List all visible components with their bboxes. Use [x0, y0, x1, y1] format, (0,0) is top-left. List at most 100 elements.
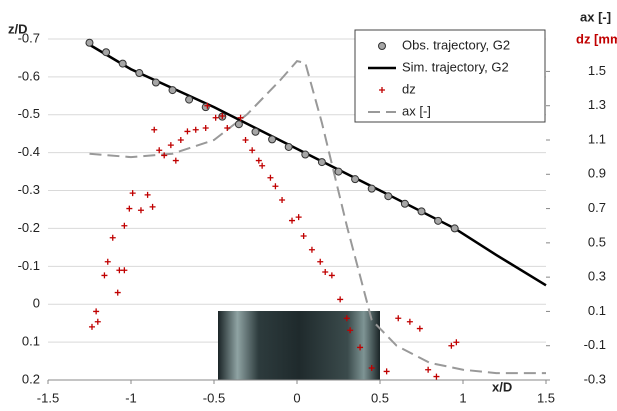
obs-point	[168, 86, 177, 95]
dz-point	[137, 207, 144, 214]
y-tick-label: -0.3	[18, 182, 40, 197]
obs-point	[201, 103, 210, 112]
legend-label: dz	[402, 81, 416, 96]
series-line	[89, 60, 546, 375]
dz-point	[149, 203, 156, 210]
legend: Obs. trajectory, G2 Sim. trajectory, G2 dz…	[354, 29, 546, 123]
y2-axis-title: dz [mm]	[576, 31, 617, 46]
legend-label: ax [-]	[402, 103, 431, 118]
y-tick-label: -0.2	[18, 220, 40, 235]
dz-point	[308, 246, 315, 253]
dz-point	[192, 126, 199, 133]
y2-tick-label: 1.1	[588, 131, 606, 146]
dz-point	[448, 342, 455, 349]
dz-point	[161, 152, 168, 159]
dz-point	[94, 318, 101, 325]
y-tick-label: -0.6	[18, 68, 40, 83]
dz-point	[101, 272, 108, 279]
dz-point	[224, 125, 231, 131]
y-tick-label: 0.1	[22, 334, 40, 349]
legend-box	[354, 29, 546, 123]
x-tick-label: 0	[293, 390, 300, 405]
dz-point	[104, 258, 111, 265]
obs-point	[234, 120, 243, 129]
dz-point	[212, 114, 219, 121]
x-tick-label: 0.5	[371, 390, 389, 405]
dz-point	[93, 308, 100, 315]
dz-point	[177, 137, 184, 143]
y2-tick-label: 0.7	[588, 200, 606, 215]
obs-point	[450, 224, 459, 233]
obs-point	[384, 192, 393, 201]
dz-point	[184, 128, 191, 135]
photo-inset	[218, 311, 380, 380]
dz-point	[156, 147, 163, 154]
dz-point	[249, 147, 256, 154]
dz-point	[368, 365, 375, 371]
dz-point	[322, 269, 329, 275]
obs-point	[351, 175, 360, 184]
dz-point	[295, 214, 302, 221]
y-tick-label: -0.5	[18, 106, 40, 121]
obs-point	[367, 184, 376, 193]
y-tick-label: 0	[33, 296, 40, 311]
dz-point	[255, 157, 262, 164]
x-tick-label: 1	[459, 390, 466, 405]
y2-tick-label: -0.1	[584, 337, 606, 352]
dz-point	[328, 272, 335, 279]
y2-tick-label: 1.5	[588, 63, 606, 78]
dz-point	[300, 233, 307, 239]
dz-point	[272, 183, 279, 190]
legend-label: Obs. trajectory, G2	[402, 37, 510, 52]
dz-point	[114, 289, 121, 296]
obs-point	[135, 69, 144, 78]
obs-point	[102, 48, 111, 57]
x-tick-label: -0.5	[203, 390, 225, 405]
dz-point	[383, 368, 390, 375]
dz-point	[453, 339, 460, 346]
legend-label: Sim. trajectory, G2	[402, 59, 509, 74]
obs-point	[268, 135, 277, 144]
obs-point	[400, 199, 409, 208]
dz-point	[425, 366, 432, 373]
dz-point	[347, 327, 354, 334]
dz-point	[242, 137, 249, 143]
x-tick-label: -1	[125, 390, 137, 405]
legend-symbol	[378, 42, 386, 50]
y-tick-label: 0.2	[22, 371, 40, 386]
obs-point	[251, 127, 260, 136]
y2-tick-label: 0.3	[588, 269, 606, 284]
x-axis-title: x/D	[492, 379, 512, 394]
dz-point	[289, 217, 296, 224]
dz-point	[121, 222, 128, 229]
dz-point	[126, 205, 133, 212]
dz-point	[109, 234, 116, 241]
dz-point	[343, 315, 350, 322]
dz-point	[406, 318, 413, 325]
dz-point	[337, 296, 344, 303]
dz-point	[433, 373, 440, 380]
y-tick-label: -0.4	[18, 144, 40, 159]
obs-point	[417, 207, 426, 216]
dz-point	[121, 267, 128, 274]
obs-point	[85, 38, 94, 47]
obs-point	[317, 158, 326, 167]
obs-point	[185, 95, 194, 104]
obs-point	[301, 150, 310, 159]
dz-point	[357, 344, 364, 351]
dz-point	[219, 113, 226, 119]
y2-axis-title: ax [-]	[580, 9, 611, 24]
dz-point	[204, 102, 211, 109]
dz-point	[237, 114, 244, 121]
legend-symbol	[379, 87, 385, 93]
dz-point	[144, 191, 151, 198]
dz-point	[267, 174, 274, 181]
dz-point	[279, 197, 286, 203]
x-tick-label: -1.5	[37, 390, 59, 405]
dz-point	[259, 162, 266, 169]
y2-tick-label: -0.3	[584, 371, 606, 386]
obs-point	[284, 142, 293, 151]
obs-point	[334, 167, 343, 176]
dz-point	[151, 126, 158, 133]
